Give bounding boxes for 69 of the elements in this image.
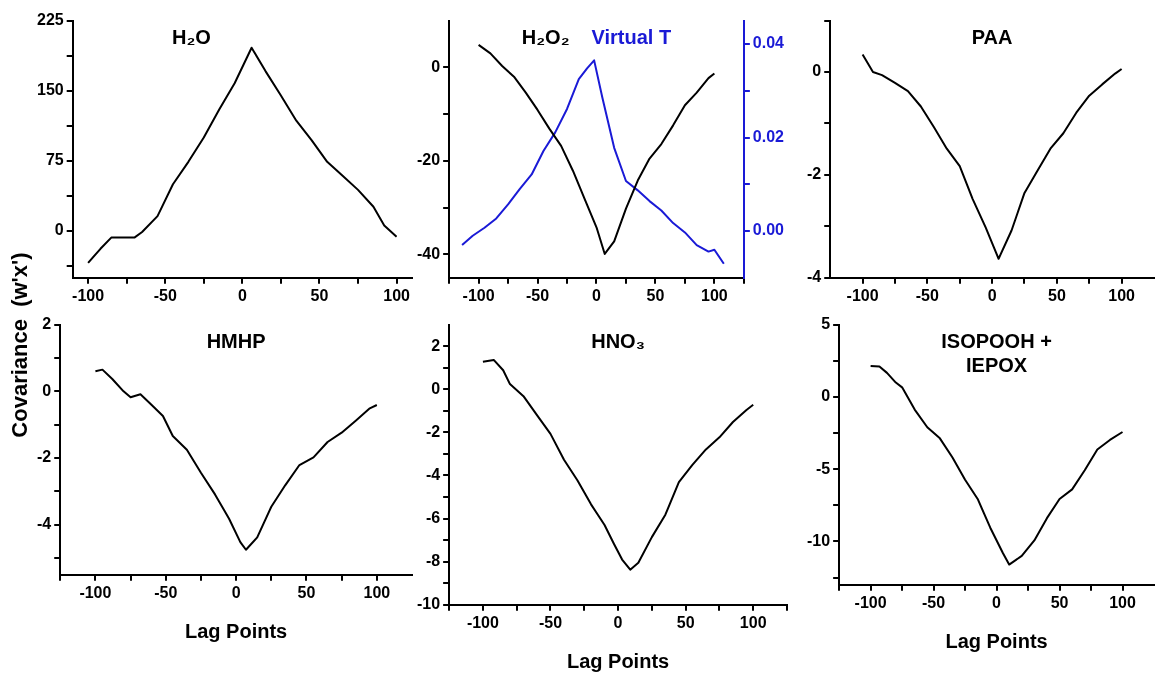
y-tick-label: 0 <box>431 57 441 75</box>
x-axis-title: Lag Points <box>945 629 1048 652</box>
x-tick-label: 0 <box>592 286 602 304</box>
y-tick-label: 0 <box>54 221 64 239</box>
text: ISOPOOH + IEPOX <box>941 330 1052 377</box>
y-tick-label: 225 <box>36 11 64 29</box>
chart-title: PAA <box>971 26 1013 49</box>
y-tick-label: -2 <box>36 448 52 466</box>
chart-title: H₂O <box>172 26 211 49</box>
y-tick-label: 2 <box>431 336 441 354</box>
x-tick-label: 100 <box>363 583 391 601</box>
y-tick-label: -6 <box>425 508 441 526</box>
y-axis-title: Covariance (w'x') <box>7 252 33 438</box>
chart-title: HNO₃ <box>591 330 645 353</box>
x-tick-label: -100 <box>79 583 112 601</box>
y-tick-label: 5 <box>821 315 831 333</box>
x-tick-label: 100 <box>701 286 728 304</box>
y-tick-label: -4 <box>36 515 52 533</box>
x-tick-label: -100 <box>72 286 105 304</box>
y-tick-label: -10 <box>417 595 441 613</box>
x-tick-label: 50 <box>1047 286 1066 304</box>
y-tick-label: 150 <box>36 81 64 99</box>
x-tick-label: 0 <box>231 583 241 601</box>
x-tick-label: 50 <box>646 286 665 304</box>
y-tick-label: 2 <box>42 315 52 333</box>
x-tick-label: 0 <box>992 593 1002 611</box>
y-tick-label: -20 <box>417 151 441 169</box>
x-tick-label: 100 <box>739 613 767 631</box>
y-tick-label: -2 <box>806 165 822 183</box>
x-tick-label: 100 <box>383 286 411 304</box>
chart-title: HMHP <box>206 330 266 353</box>
x-tick-label: 0 <box>987 286 997 304</box>
x-tick-label: 50 <box>1050 593 1069 611</box>
x-tick-label: -100 <box>462 286 495 304</box>
x-tick-label: 100 <box>1108 286 1136 304</box>
y-tick-label: 75 <box>45 151 64 169</box>
x-tick-label: -100 <box>846 286 879 304</box>
x-tick-label: -50 <box>525 286 550 304</box>
y-tick-label: -4 <box>806 268 822 286</box>
x-tick-label: -50 <box>154 583 178 601</box>
x-tick-label: 50 <box>297 583 316 601</box>
x-tick-label: 50 <box>676 613 695 631</box>
series-label: H₂O₂ <box>521 26 570 49</box>
y-tick-label: -8 <box>425 552 441 570</box>
y-tick-label: -40 <box>417 244 441 262</box>
x-axis-title: Lag Points <box>185 619 288 642</box>
x-tick-label: -50 <box>153 286 177 304</box>
series-label: Virtual T <box>591 26 672 49</box>
y2-tick-label: 0.02 <box>752 127 785 145</box>
x-tick-label: -50 <box>922 593 946 611</box>
x-tick-label: -50 <box>538 613 563 631</box>
x-axis-title: Lag Points <box>566 649 670 672</box>
x-tick-label: 0 <box>237 286 247 304</box>
y-tick-label: -2 <box>425 422 441 440</box>
x-tick-label: 0 <box>613 613 623 631</box>
y2-tick-label: 0.00 <box>752 221 785 239</box>
y-tick-label: 0 <box>812 62 822 80</box>
x-tick-label: 100 <box>1109 593 1136 611</box>
x-tick-label: 50 <box>310 286 329 304</box>
y-tick-label: -5 <box>815 459 831 477</box>
x-tick-label: -50 <box>915 286 940 304</box>
x-tick-label: -100 <box>466 613 500 631</box>
x-tick-label: -100 <box>854 593 887 611</box>
y-tick-label: 0 <box>821 387 831 405</box>
y2-tick-label: 0.04 <box>752 34 785 52</box>
y-tick-label: 0 <box>431 379 441 397</box>
y-tick-label: 0 <box>42 381 52 399</box>
y-tick-label: -4 <box>425 465 441 483</box>
y-tick-label: -10 <box>807 531 831 549</box>
